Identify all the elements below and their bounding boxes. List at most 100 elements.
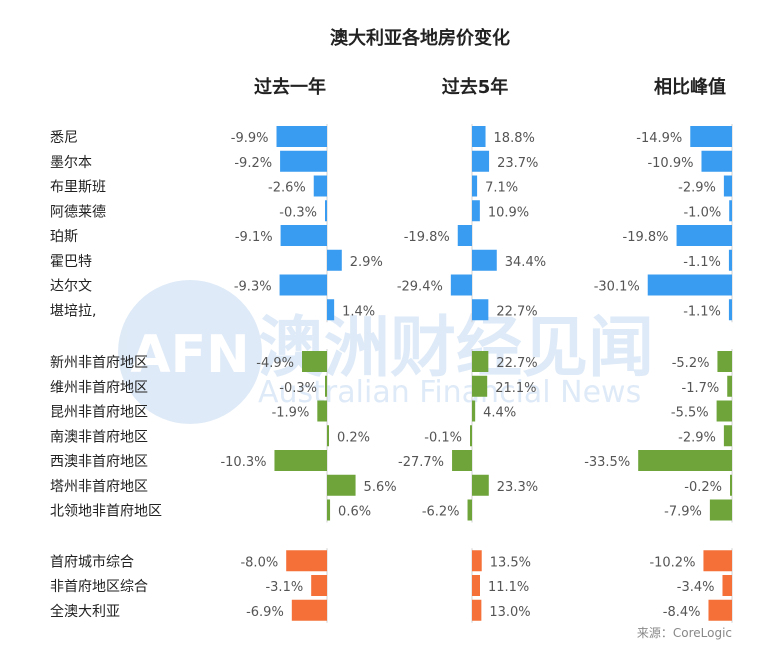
- data-label: -8.0%: [240, 555, 278, 570]
- data-label: -0.3%: [279, 381, 317, 396]
- data-label: 5.6%: [364, 480, 397, 495]
- data-label: 22.7%: [496, 356, 537, 371]
- bar: [701, 150, 732, 172]
- chart-row: 维州非首府地区 -0.3% 21.1% -1.7%: [50, 375, 732, 397]
- bar: [472, 351, 489, 372]
- data-label: 11.1%: [488, 580, 529, 595]
- chart-row: 北领地非首府地区 0.6% -6.2% -7.9%: [50, 499, 732, 521]
- bar: [327, 425, 329, 447]
- data-label: -8.4%: [663, 605, 701, 620]
- chart-row: 昆州非首府地区 -1.9% 4.4% -5.5%: [50, 400, 732, 422]
- bar: [472, 375, 488, 397]
- column-header-1: 过去5年: [442, 76, 509, 98]
- chart-row: 达尔文 -9.3% -29.4% -30.1%: [50, 274, 732, 296]
- bar: [327, 249, 342, 271]
- data-label: -6.9%: [246, 605, 284, 620]
- data-label: -14.9%: [636, 131, 682, 146]
- bar: [472, 474, 489, 496]
- column-header-2: 相比峰值: [654, 76, 726, 98]
- bar: [716, 400, 732, 422]
- data-label: -1.1%: [683, 255, 721, 270]
- data-label: -9.2%: [234, 156, 272, 171]
- bar: [467, 499, 472, 521]
- chart-row: 霍巴特 2.9% 34.4% -1.1%: [50, 249, 732, 271]
- chart-row: 阿德莱德 -0.3% 10.9% -1.0%: [50, 200, 732, 222]
- bar: [703, 550, 732, 572]
- bar: [727, 375, 732, 397]
- chart-row: 西澳非首府地区 -10.3% -27.7% -33.5%: [50, 450, 732, 471]
- data-label: -9.3%: [234, 280, 272, 295]
- bar: [472, 400, 476, 422]
- bar: [325, 375, 327, 397]
- data-label: -7.9%: [664, 505, 702, 520]
- chart-row: 南澳非首府地区 0.2% -0.1% -2.9%: [50, 425, 732, 447]
- data-label: -9.9%: [231, 131, 269, 146]
- row-label: 南澳非首府地区: [50, 429, 148, 445]
- row-label: 悉尼: [50, 130, 78, 146]
- bar: [302, 351, 327, 372]
- data-label: 0.6%: [338, 505, 371, 520]
- watermark-logo-circle: [118, 280, 262, 424]
- bar: [317, 400, 327, 422]
- data-label: 10.9%: [488, 205, 529, 220]
- bar: [280, 150, 327, 172]
- data-label: -2.6%: [268, 181, 306, 196]
- bar: [729, 200, 732, 222]
- data-label: 18.8%: [494, 131, 535, 146]
- data-label: 23.7%: [497, 156, 538, 171]
- bar: [311, 575, 327, 596]
- row-label: 塔州非首府地区: [50, 479, 148, 495]
- row-label: 新州非首府地区: [50, 355, 148, 371]
- chart-row: 非首府地区综合 -3.1% 11.1% -3.4%: [50, 575, 732, 596]
- data-label: -29.4%: [397, 280, 443, 295]
- data-label: -19.8%: [623, 230, 669, 245]
- row-label: 达尔文: [50, 279, 92, 295]
- bar: [327, 299, 335, 321]
- data-label: 0.2%: [337, 430, 370, 445]
- row-label: 西澳非首府地区: [50, 454, 148, 470]
- bar: [723, 175, 732, 197]
- row-label: 昆州非首府地区: [50, 405, 148, 421]
- data-label: -3.1%: [265, 580, 303, 595]
- data-label: 7.1%: [485, 181, 518, 196]
- data-label: -9.1%: [235, 230, 273, 245]
- bar: [276, 126, 327, 147]
- data-label: -1.1%: [683, 304, 721, 319]
- bar: [472, 249, 497, 271]
- bar: [722, 575, 732, 596]
- chart-row: 全澳大利亚 -6.9% 13.0% -8.4%: [50, 599, 732, 621]
- bar: [723, 425, 732, 447]
- row-label: 维州非首府地区: [50, 380, 148, 396]
- bar: [647, 274, 732, 296]
- bar: [472, 575, 480, 596]
- data-label: -10.2%: [649, 555, 695, 570]
- row-label: 阿德莱德: [50, 204, 106, 220]
- data-label: 21.1%: [495, 381, 536, 396]
- source-note: 来源：CoreLogic: [637, 626, 732, 640]
- row-label: 墨尔本: [50, 155, 92, 171]
- bar: [280, 225, 327, 246]
- data-label: -6.2%: [422, 505, 460, 520]
- bar: [313, 175, 327, 197]
- chart-row: 塔州非首府地区 5.6% 23.3% -0.2%: [50, 474, 732, 496]
- data-label: -5.5%: [671, 406, 709, 421]
- chart-rows: 悉尼 -9.9% 18.8% -14.9% 墨尔本 -9.2% 23.7% -10.9% 布里斯…: [50, 126, 732, 621]
- bar: [274, 450, 327, 471]
- data-label: -0.2%: [684, 480, 722, 495]
- data-label: 23.3%: [497, 480, 538, 495]
- data-label: -33.5%: [584, 455, 630, 470]
- data-label: -3.4%: [677, 580, 715, 595]
- data-label: -19.8%: [404, 230, 450, 245]
- bar: [472, 200, 480, 222]
- data-label: -0.1%: [424, 430, 462, 445]
- bar: [728, 299, 732, 321]
- column-header-0: 过去一年: [254, 76, 326, 98]
- data-label: 22.7%: [496, 304, 537, 319]
- data-label: -30.1%: [594, 280, 640, 295]
- watermark: AFN 澳洲财经见闻 Australian Financial News: [118, 280, 654, 424]
- chart-row: 布里斯班 -2.6% 7.1% -2.9%: [50, 175, 732, 197]
- bar: [472, 299, 489, 321]
- row-label: 霍巴特: [50, 254, 92, 270]
- bar: [472, 150, 490, 172]
